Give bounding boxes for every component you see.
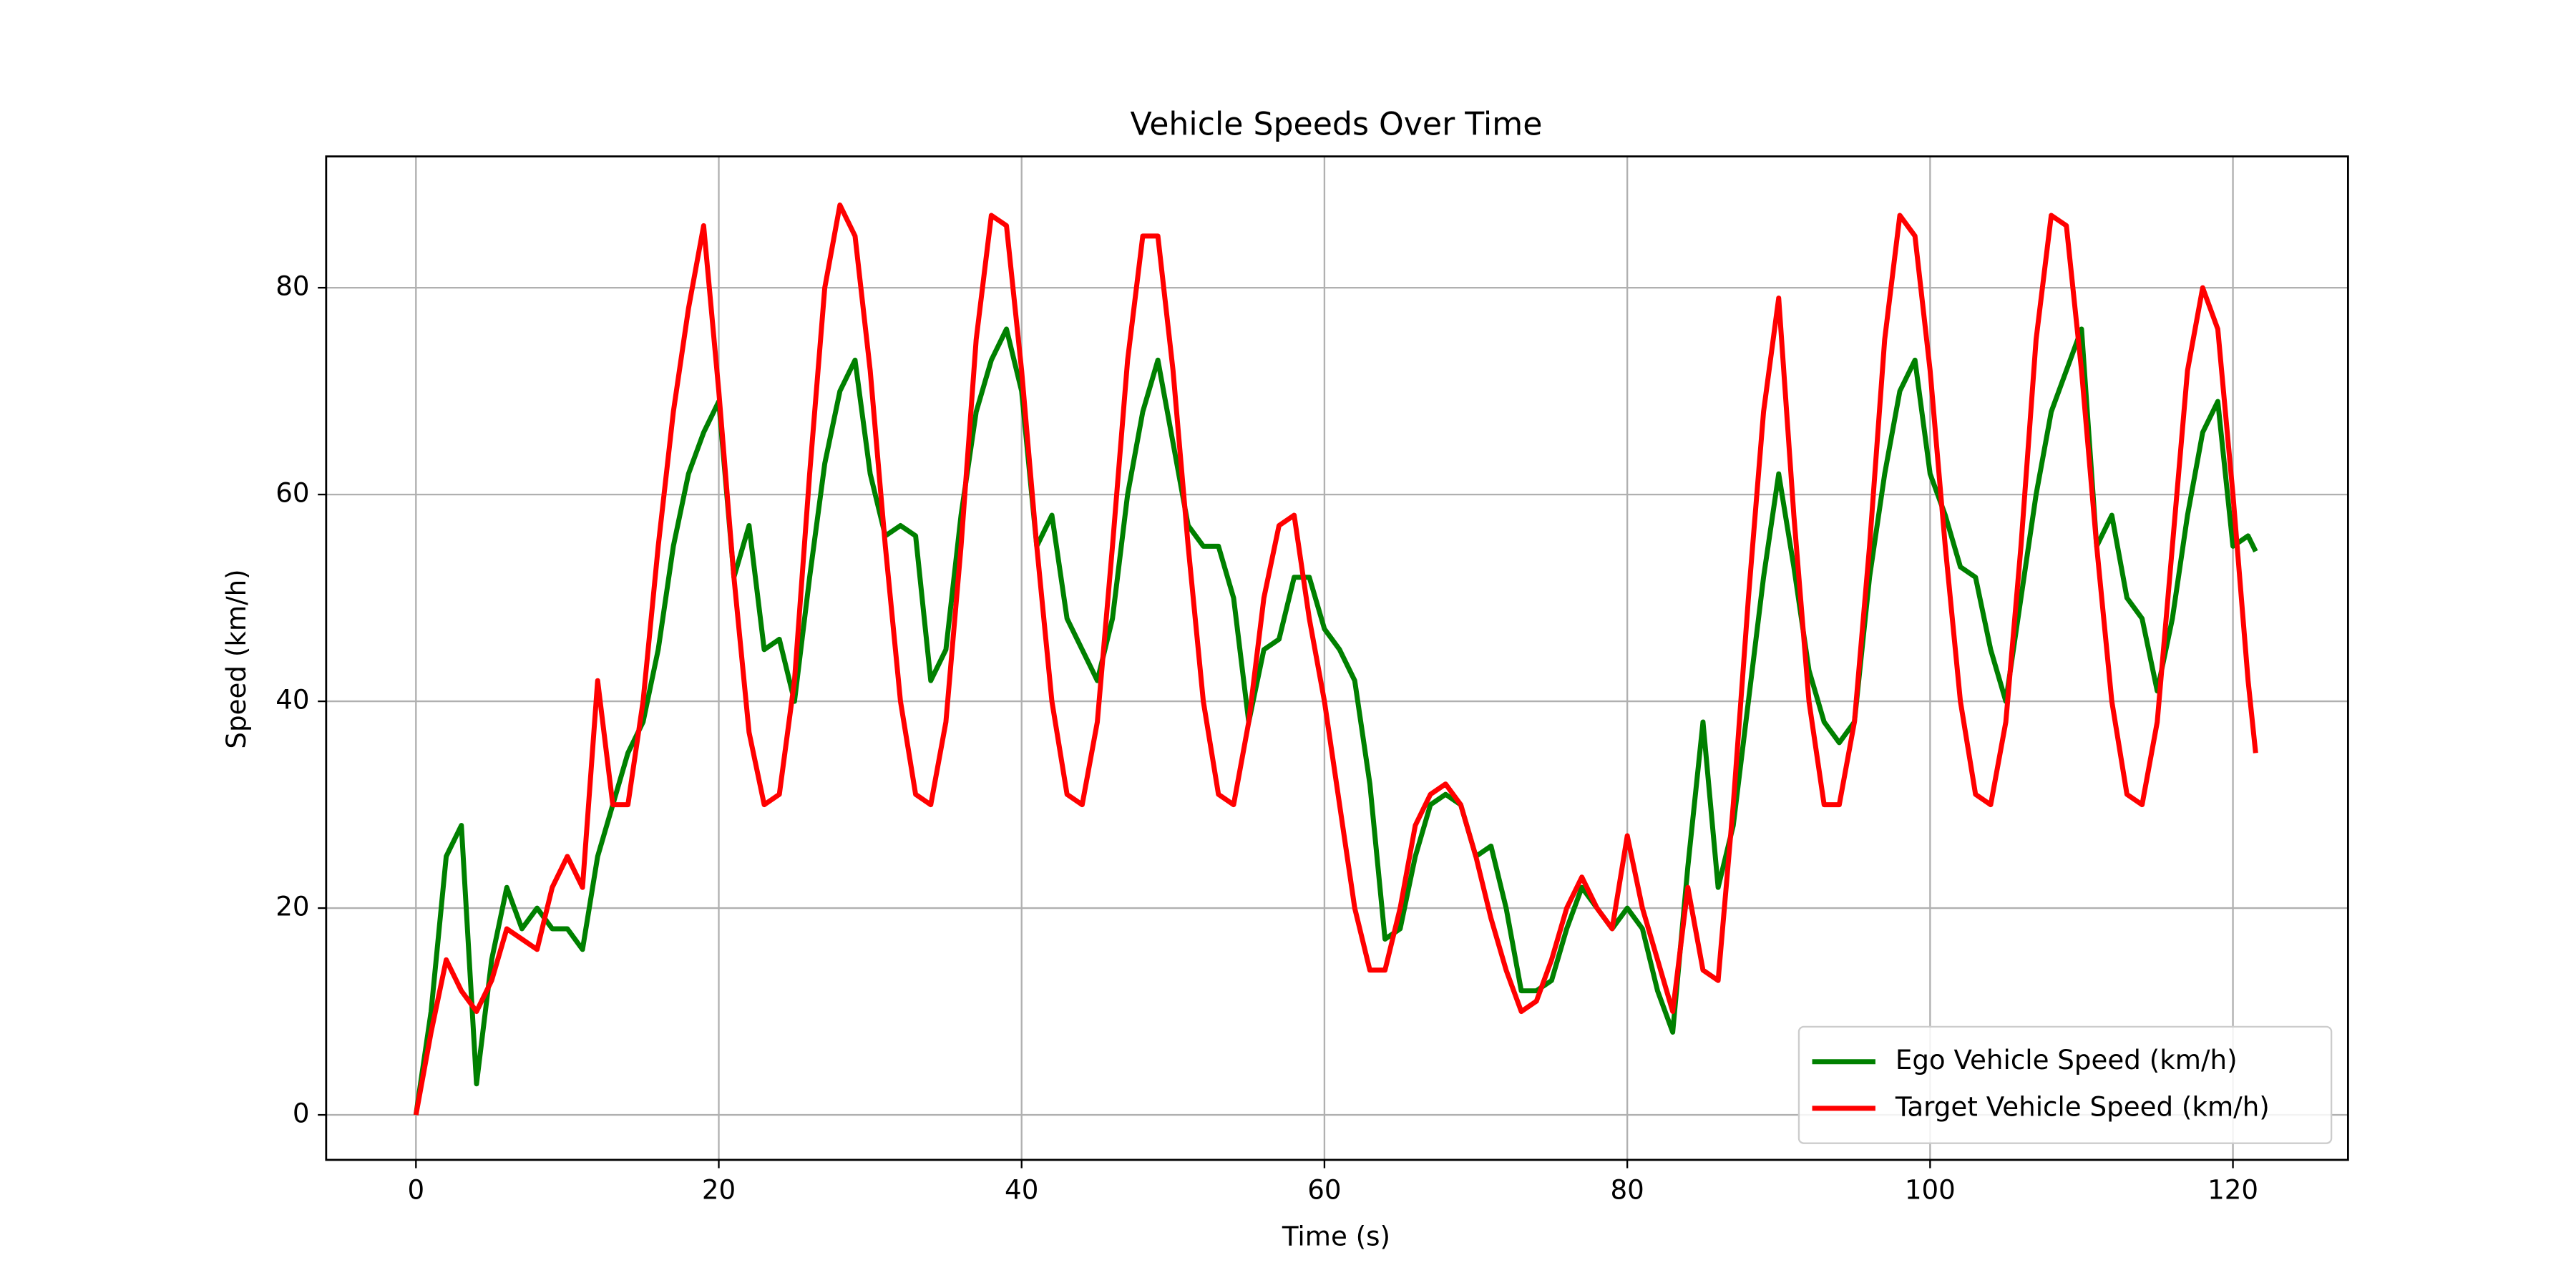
x-tick-label: 40 (1005, 1174, 1038, 1206)
y-tick-label: 20 (275, 891, 309, 922)
legend-box (1797, 1025, 2333, 1144)
x-tick-label: 120 (2207, 1174, 2258, 1206)
y-tick-label: 60 (275, 477, 309, 509)
x-tick-label: 20 (702, 1174, 736, 1206)
y-tick-label: 0 (293, 1098, 310, 1129)
legend: Ego Vehicle Speed (km/h) Target Vehicle S… (1797, 1025, 2333, 1144)
y-axis-label: Speed (km/h) (220, 569, 252, 748)
x-tick-label: 60 (1307, 1174, 1341, 1206)
x-tick-label: 0 (407, 1174, 424, 1206)
x-tick-label: 80 (1610, 1174, 1644, 1206)
x-tick-label: 100 (1905, 1174, 1956, 1206)
y-tick-label: 80 (275, 270, 309, 302)
legend-label: Target Vehicle Speed (km/h) (1895, 1091, 2270, 1122)
y-tick-label: 40 (275, 684, 309, 716)
x-axis-label: Time (s) (1282, 1221, 1390, 1252)
plot-frame (325, 155, 2349, 1161)
legend-label: Ego Vehicle Speed (km/h) (1896, 1044, 2238, 1075)
series-line (413, 203, 2258, 1116)
chart-title: Vehicle Speeds Over Time (1130, 107, 1542, 143)
